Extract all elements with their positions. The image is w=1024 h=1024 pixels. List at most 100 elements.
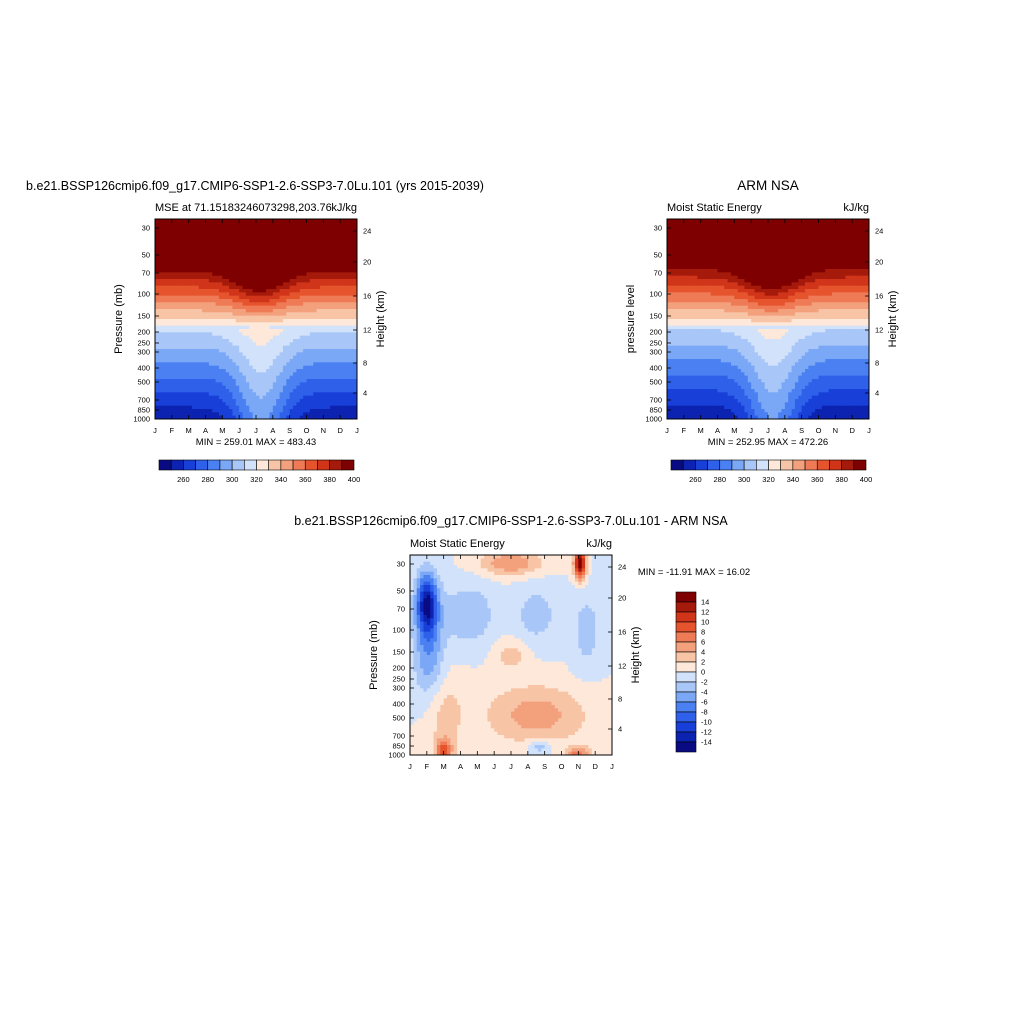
field-cell — [155, 319, 159, 323]
field-cell — [673, 255, 678, 260]
field-cell — [774, 222, 779, 227]
field-cell — [350, 295, 355, 300]
field-cell — [222, 265, 227, 270]
field-cell — [683, 285, 688, 290]
field-cell — [161, 315, 166, 320]
field-cell — [282, 325, 287, 330]
field-cell — [326, 349, 331, 353]
field-cell — [161, 225, 166, 230]
field-cell — [788, 262, 792, 267]
field-cell — [158, 412, 163, 417]
field-cell — [350, 282, 355, 287]
field-cell — [828, 275, 833, 280]
field-cell — [259, 292, 264, 297]
field-cell — [316, 405, 321, 410]
field-cell — [215, 405, 220, 410]
field-cell — [215, 329, 220, 333]
field-cell — [353, 409, 358, 413]
field-cell — [272, 222, 277, 227]
field-cell — [282, 415, 287, 420]
field-cell — [677, 222, 681, 227]
field-cell — [185, 415, 190, 420]
field-cell — [697, 219, 702, 223]
field-cell — [319, 292, 324, 297]
field-cell — [811, 255, 816, 260]
field-cell — [208, 249, 213, 253]
field-cell — [171, 415, 176, 420]
field-cell — [208, 325, 213, 330]
field-cell — [293, 355, 297, 360]
field-cell — [730, 279, 735, 283]
field-cell — [309, 222, 314, 227]
field-cell — [754, 265, 759, 270]
field-cell — [700, 242, 705, 247]
field-cell — [178, 245, 183, 250]
field-cell — [842, 239, 846, 243]
field-cell — [252, 289, 257, 293]
field-cell — [185, 375, 190, 380]
field-cell — [747, 269, 752, 273]
field-cell — [313, 292, 317, 297]
field-cell — [168, 239, 173, 243]
field-cell — [309, 359, 314, 363]
field-cell — [181, 272, 186, 277]
field-cell — [751, 262, 755, 267]
field-cell — [266, 405, 270, 410]
field-cell — [771, 275, 776, 280]
field-cell — [252, 222, 257, 227]
field-cell — [272, 392, 277, 397]
field-cell — [801, 249, 806, 253]
field-cell — [326, 372, 331, 377]
field-cell — [215, 339, 220, 343]
field-cell — [835, 272, 840, 277]
field-cell — [239, 379, 243, 383]
field-cell — [256, 289, 260, 293]
field-cell — [185, 362, 190, 367]
field-cell — [272, 265, 277, 270]
field-cell — [272, 242, 277, 247]
field-cell — [737, 239, 742, 243]
field-cell — [336, 322, 341, 327]
field-cell — [293, 399, 297, 403]
field-cell — [350, 222, 355, 227]
field-cell — [235, 285, 240, 290]
field-cell — [704, 282, 708, 287]
field-cell — [272, 239, 277, 243]
field-cell — [212, 249, 216, 253]
field-cell — [286, 412, 291, 417]
field-cell — [697, 239, 702, 243]
field-cell — [178, 332, 183, 337]
field-cell — [353, 245, 358, 250]
field-cell — [350, 382, 355, 387]
field-cell — [158, 285, 163, 290]
field-cell — [198, 232, 203, 237]
field-cell — [828, 259, 833, 263]
field-cell — [282, 322, 287, 327]
field-cell — [727, 252, 732, 257]
field-cell — [195, 315, 200, 320]
field-cell — [229, 372, 233, 377]
field-cell — [319, 239, 324, 243]
field-cell — [266, 282, 270, 287]
field-cell — [272, 255, 277, 260]
field-cell — [309, 315, 314, 320]
field-cell — [218, 322, 223, 327]
field-cell — [343, 332, 348, 337]
field-cell — [313, 319, 317, 323]
field-cell — [330, 399, 334, 403]
field-cell — [178, 265, 183, 270]
field-cell — [303, 329, 307, 333]
field-cell — [286, 305, 291, 310]
field-cell — [771, 242, 776, 247]
field-cell — [222, 292, 227, 297]
field-cell — [340, 379, 344, 383]
field-cell — [249, 245, 254, 250]
x-tick-label: A — [270, 426, 275, 435]
field-cell — [158, 385, 163, 390]
field-cell — [316, 332, 321, 337]
field-cell — [730, 252, 735, 257]
field-cell — [171, 392, 176, 397]
field-cell — [845, 255, 850, 260]
field-cell — [282, 235, 287, 240]
field-cell — [741, 255, 745, 260]
